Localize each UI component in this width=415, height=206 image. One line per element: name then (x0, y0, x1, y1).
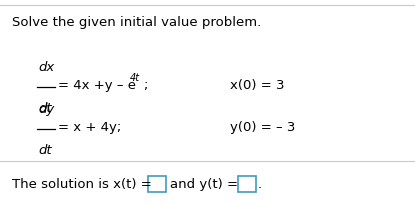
FancyBboxPatch shape (238, 176, 256, 192)
FancyBboxPatch shape (148, 176, 166, 192)
Text: and y(t) =: and y(t) = (170, 178, 238, 191)
Text: .: . (258, 178, 262, 191)
Text: = x + 4y;: = x + 4y; (58, 120, 121, 133)
Text: dy: dy (38, 103, 54, 115)
Text: Solve the given initial value problem.: Solve the given initial value problem. (12, 16, 261, 29)
Text: ;: ; (143, 78, 147, 91)
Text: dx: dx (38, 61, 54, 74)
Text: 4t: 4t (130, 73, 140, 83)
Text: = 4x +y – e: = 4x +y – e (58, 78, 136, 91)
Text: x(0) = 3: x(0) = 3 (230, 78, 285, 91)
Text: The solution is x(t) =: The solution is x(t) = (12, 178, 152, 191)
Text: dt: dt (38, 143, 51, 156)
Text: y(0) = – 3: y(0) = – 3 (230, 120, 295, 133)
Text: dt: dt (38, 102, 51, 115)
